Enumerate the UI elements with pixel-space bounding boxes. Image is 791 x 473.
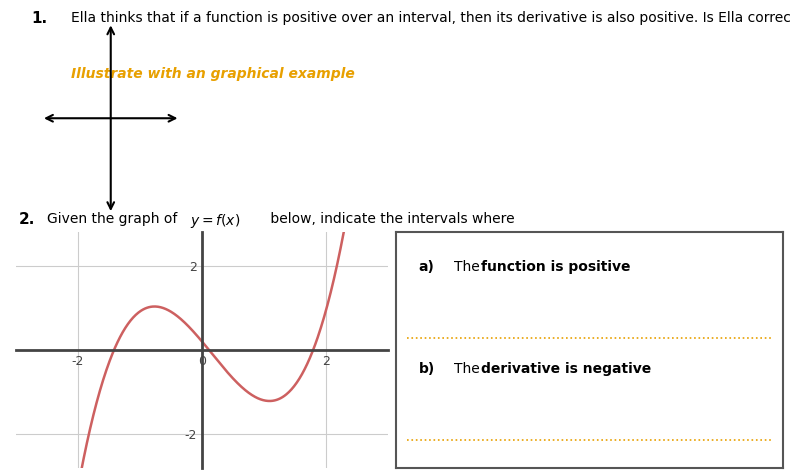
Text: 2.: 2. (19, 212, 36, 227)
Text: Illustrate with an graphical example: Illustrate with an graphical example (71, 67, 355, 81)
Text: b): b) (418, 362, 435, 376)
Text: Ella thinks that if a function is positive over an interval, then its derivative: Ella thinks that if a function is positi… (71, 11, 791, 25)
Text: 1.: 1. (32, 11, 47, 26)
Text: Given the graph of: Given the graph of (47, 212, 182, 226)
Text: function is positive: function is positive (481, 260, 630, 274)
Text: The: The (454, 260, 484, 274)
Text: $y = f(x)$: $y = f(x)$ (190, 212, 240, 230)
Text: a): a) (418, 260, 434, 274)
Text: The: The (454, 362, 484, 376)
Text: below, indicate the intervals where: below, indicate the intervals where (266, 212, 514, 226)
Text: derivative is negative: derivative is negative (481, 362, 651, 376)
